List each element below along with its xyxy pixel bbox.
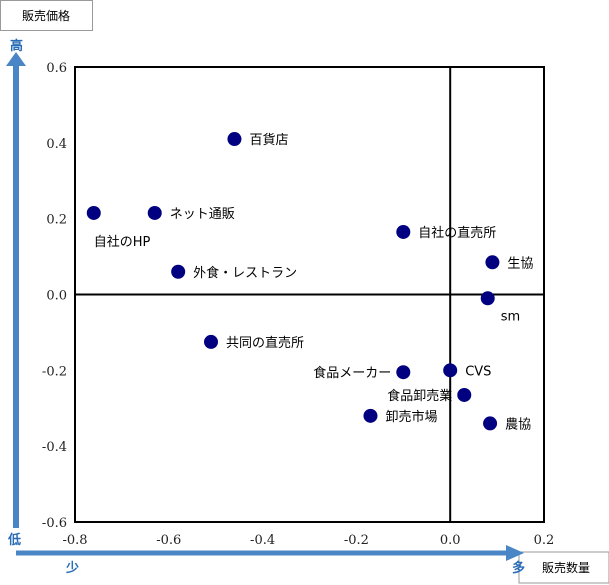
x-tick-label: -0.8 xyxy=(62,533,87,548)
scatter-point xyxy=(204,334,219,349)
point-label: 農協 xyxy=(505,417,531,432)
scatter-point xyxy=(227,132,242,147)
x-tick-label: -0.6 xyxy=(156,533,181,548)
y-axis-title: 販売価格 xyxy=(22,8,70,23)
tick-labels: -0.8 -0.6 -0.4 -0.2 0.0 0.2 0.6 0.4 0.2 0.0 -0.2 -0… xyxy=(42,61,554,548)
point-label: 百貨店 xyxy=(249,132,288,148)
point-label: 自社の直売所 xyxy=(418,225,496,241)
point-label: 自社のHP xyxy=(94,234,151,250)
y-tick-label: -0.4 xyxy=(42,440,67,455)
scatter-point xyxy=(171,264,186,279)
y-tick-label: 0.0 xyxy=(46,289,67,304)
x-axis-title: 販売数量 xyxy=(542,560,590,575)
y-tick-label: -0.6 xyxy=(42,516,67,531)
y-axis-title-box: 販売価格 xyxy=(0,0,93,31)
scatter-point xyxy=(147,205,162,220)
y-tick-label: 0.4 xyxy=(46,137,67,152)
scatter-point xyxy=(457,387,472,402)
x-high-label: 多 xyxy=(512,560,525,576)
x-tick-label: 0.0 xyxy=(440,533,461,548)
point-label: 共同の直売所 xyxy=(226,335,304,351)
scatter-point xyxy=(86,205,101,220)
scatter-point xyxy=(485,255,500,270)
x-axis-title-box: 販売数量 xyxy=(518,551,609,584)
scatter-point xyxy=(363,408,378,423)
scatter-point xyxy=(396,365,411,380)
x-low-label: 少 xyxy=(65,560,79,576)
x-tick-label: -0.4 xyxy=(250,533,275,548)
y-tick-label: 0.2 xyxy=(46,213,67,228)
scatter-point xyxy=(483,416,498,431)
point-label: CVS xyxy=(465,364,491,379)
x-tick-label: -0.2 xyxy=(344,533,369,548)
point-label: 卸売市場 xyxy=(385,409,437,425)
y-low-label: 低 xyxy=(7,532,21,548)
x-tick-label: 0.2 xyxy=(534,533,555,548)
y-tick-label: 0.6 xyxy=(46,61,67,76)
point-label: ネット通販 xyxy=(170,207,235,222)
scatter-point xyxy=(480,291,495,306)
point-label: 食品卸売業 xyxy=(387,388,452,404)
scatter-point xyxy=(396,224,411,239)
y-high-label: 高 xyxy=(10,38,23,54)
point-label: sm xyxy=(501,309,520,324)
y-tick-label: -0.2 xyxy=(42,364,67,379)
x-arrow-head-icon xyxy=(506,545,524,561)
y-arrow-head-icon xyxy=(6,52,26,66)
point-label: 外食・レストラン xyxy=(193,265,297,281)
point-label: 生協 xyxy=(507,256,533,271)
point-label: 食品メーカー xyxy=(313,365,391,381)
scatter-point xyxy=(443,363,458,378)
